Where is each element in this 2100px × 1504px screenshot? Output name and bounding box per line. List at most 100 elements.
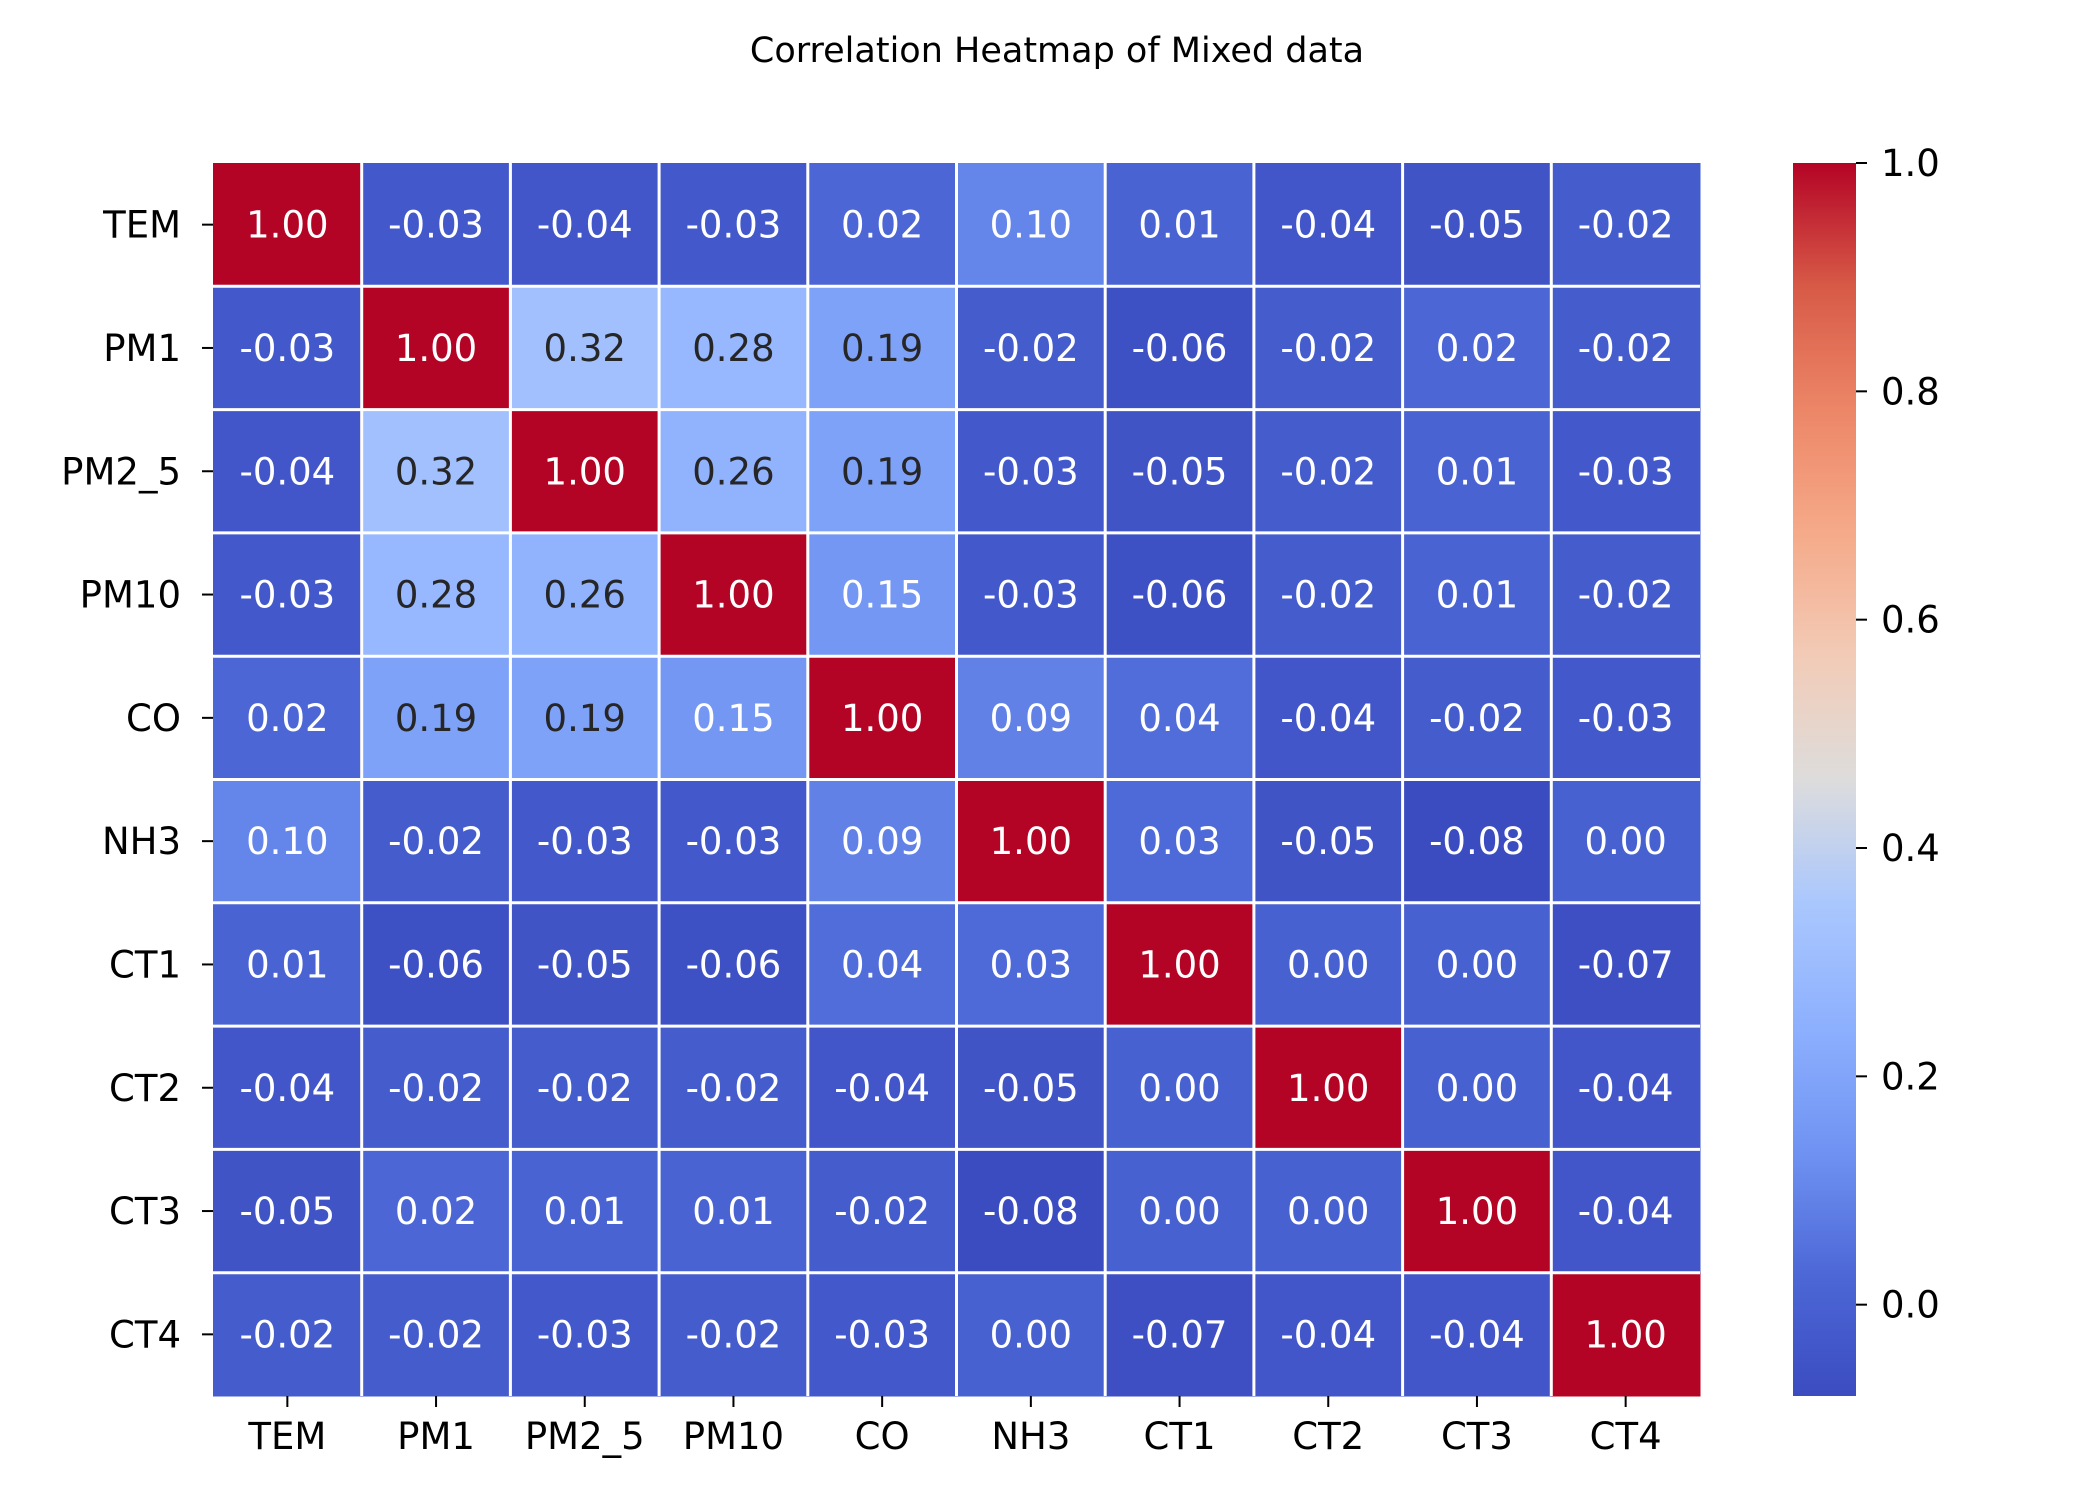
cell-value-label: -0.06	[686, 943, 782, 986]
heatmap-cell	[1253, 163, 1404, 287]
cell-value-label: -0.02	[686, 1067, 782, 1110]
heatmap-cell	[807, 532, 957, 657]
cell-value-label: 0.19	[841, 327, 923, 370]
colorbar-tick-label: 0.2	[1881, 1055, 1940, 1098]
cell-value-label: -0.03	[983, 574, 1079, 617]
cell-value-label: -0.04	[1578, 1190, 1674, 1233]
x-tick-label: CT3	[1441, 1415, 1513, 1458]
cell-value-label: -0.02	[1280, 327, 1376, 370]
heatmap-cell	[956, 656, 1106, 780]
x-tick-label: PM1	[397, 1415, 475, 1458]
colorbar: 0.0 0.2 0.4 0.6 0.8 1.0	[1793, 142, 1940, 1396]
cell-value-label: 0.04	[841, 943, 923, 986]
heatmap-cell	[361, 902, 511, 1027]
cell-value-label: -0.08	[1429, 820, 1525, 863]
heatmap-cell	[1551, 409, 1701, 534]
cell-value-label: -0.02	[1578, 204, 1674, 247]
heatmap-cell	[807, 409, 957, 534]
x-tick-label: CO	[855, 1415, 910, 1458]
cell-value-label: 0.28	[395, 574, 477, 617]
cell-value-label: 0.28	[692, 327, 774, 370]
heatmap-cell	[1253, 532, 1404, 657]
cell-value-label: 1.00	[1584, 1313, 1666, 1356]
heatmap-cell	[213, 286, 363, 411]
cell-value-label: -0.02	[1429, 697, 1525, 740]
y-tick-label: PM1	[103, 327, 181, 370]
y-tick-label: TEM	[102, 204, 181, 247]
heatmap-cell	[1105, 902, 1255, 1027]
heatmap-cell	[510, 656, 660, 780]
heatmap-cell	[1253, 1149, 1404, 1274]
heatmap-cell	[1551, 656, 1701, 780]
heatmap-cell	[510, 409, 660, 534]
cell-value-label: -0.05	[1132, 450, 1228, 493]
cell-value-label: -0.02	[834, 1190, 930, 1233]
heatmap-cell	[361, 409, 511, 534]
x-tick-label: CT2	[1292, 1415, 1364, 1458]
heatmap-cell	[659, 1272, 809, 1397]
cell-value-label: -0.03	[983, 450, 1079, 493]
heatmap-grid-lines	[213, 163, 1700, 1396]
cell-value-label: -0.04	[1429, 1313, 1525, 1356]
heatmap-cell	[807, 902, 957, 1027]
cell-value-label: 0.00	[1584, 820, 1666, 863]
heatmap-cell	[510, 902, 660, 1027]
cell-value-label: 0.00	[1436, 1067, 1518, 1110]
cell-value-label: 1.00	[1138, 943, 1220, 986]
cell-value-label: 0.10	[990, 204, 1072, 247]
cell-value-label: 0.02	[1436, 327, 1518, 370]
heatmap-cell	[213, 656, 363, 780]
cell-value-label: 0.00	[1287, 943, 1369, 986]
heatmap-cell	[659, 532, 809, 657]
y-tick-label: PM2_5	[61, 450, 181, 493]
heatmap-cell	[510, 1272, 660, 1397]
y-tick-label: CT3	[109, 1190, 181, 1233]
cell-value-label: -0.04	[1280, 1313, 1376, 1356]
cell-value-label: 1.00	[395, 327, 477, 370]
cell-value-label: -0.07	[1578, 943, 1674, 986]
heatmap-cell	[659, 902, 809, 1027]
cell-value-label: 0.02	[246, 697, 328, 740]
x-tick-label: PM10	[683, 1415, 784, 1458]
cell-value-label: -0.02	[388, 1067, 484, 1110]
heatmap-cell	[956, 779, 1106, 904]
cell-value-label: 0.01	[1436, 574, 1518, 617]
cell-value-label: 0.04	[1138, 697, 1220, 740]
heatmap-cell	[807, 779, 957, 904]
x-tick-label: NH3	[991, 1415, 1070, 1458]
heatmap-cell	[659, 409, 809, 534]
heatmap-cell	[510, 163, 660, 287]
heatmap-cell	[1105, 532, 1255, 657]
heatmap-cell	[807, 1272, 957, 1397]
cell-value-label: -0.03	[388, 204, 484, 247]
colorbar-tick-label: 0.6	[1881, 599, 1940, 642]
cell-value-label: 0.32	[395, 450, 477, 493]
cell-value-label: 0.09	[990, 697, 1072, 740]
cell-value-label: 0.10	[246, 820, 328, 863]
cell-value-label: -0.02	[388, 820, 484, 863]
heatmap-cell	[361, 532, 511, 657]
cell-value-label: 0.00	[990, 1313, 1072, 1356]
heatmap-cell	[956, 1149, 1106, 1274]
cell-value-label: -0.05	[537, 943, 633, 986]
cell-value-label: 0.03	[1138, 820, 1220, 863]
cell-value-label: 0.15	[692, 697, 774, 740]
heatmap-cell	[956, 1272, 1106, 1397]
cell-value-label: -0.03	[686, 820, 782, 863]
cell-value-label: -0.06	[1132, 327, 1228, 370]
heatmap-cell	[1253, 409, 1404, 534]
colorbar-tick-label: 0.4	[1881, 827, 1940, 870]
heatmap-cell	[213, 779, 363, 904]
heatmap-cell	[1253, 1272, 1404, 1397]
cell-value-label: -0.04	[834, 1067, 930, 1110]
heatmap-cell	[1253, 286, 1404, 411]
heatmap-cell	[1402, 409, 1552, 534]
heatmap-cell	[361, 286, 511, 411]
cell-value-label: 0.09	[841, 820, 923, 863]
heatmap-cell	[361, 1026, 511, 1150]
y-axis: TEM PM1 PM2_5 PM10 CO NH3 CT1 CT2 CT3 CT4	[61, 204, 213, 1356]
heatmap-cell	[956, 1026, 1106, 1150]
heatmap-cell	[1105, 1026, 1255, 1150]
cell-value-label: 1.00	[990, 820, 1072, 863]
colorbar-gradient	[1793, 163, 1856, 1396]
